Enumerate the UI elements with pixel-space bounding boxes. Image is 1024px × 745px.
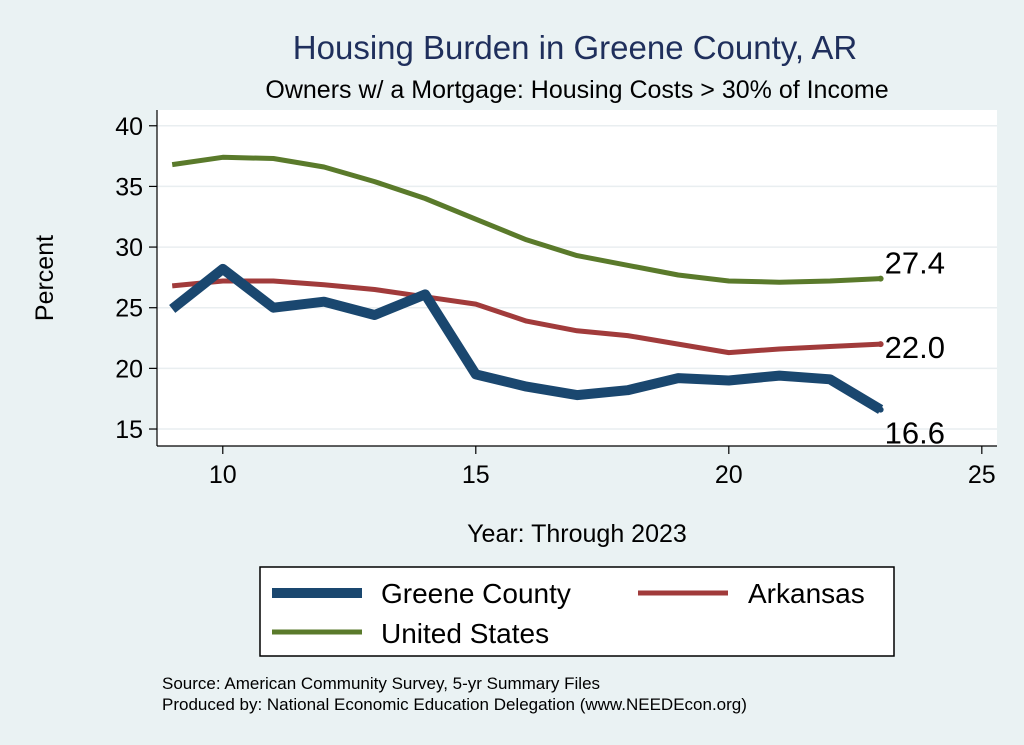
x-tick-label-10: 10	[209, 461, 237, 489]
series-end-point-united-states	[877, 275, 884, 282]
source-line-1: Source: American Community Survey, 5-yr …	[162, 674, 600, 693]
y-tick-label-35: 35	[115, 173, 143, 201]
series-line-greene-county	[169, 263, 884, 414]
y-tick-label-25: 25	[115, 295, 143, 323]
end-labels: 27.4 22.0 16.6	[885, 246, 945, 451]
end-label-arkansas: 22.0	[885, 330, 945, 365]
y-axis-ticks: 15 20 25 30 35 40	[115, 113, 157, 444]
legend-box	[259, 566, 895, 657]
series-end-point-arkansas	[877, 341, 884, 348]
y-tick-label-30: 30	[115, 234, 143, 262]
y-tick-label-20: 20	[115, 355, 143, 383]
series-end-point-greene-county	[877, 406, 884, 413]
y-tick-label-40: 40	[115, 113, 143, 141]
series-layer	[169, 154, 884, 414]
source-line-2: Produced by: National Economic Education…	[162, 695, 747, 714]
y-tick-label-15: 15	[115, 416, 143, 444]
x-axis-title: Year: Through 2023	[467, 520, 687, 548]
legend-label-greene-county: Greene County	[381, 578, 571, 609]
y-axis-title: Percent	[31, 235, 59, 321]
chart-subtitle: Owners w/ a Mortgage: Housing Costs > 30…	[265, 76, 888, 104]
x-tick-label-20: 20	[715, 461, 743, 489]
series-line-arkansas	[171, 278, 881, 356]
end-label-united-states: 27.4	[885, 246, 945, 281]
series-line-united-states	[171, 154, 881, 285]
x-axis-ticks: 10 15 20 25	[209, 446, 996, 489]
x-tick-label-15: 15	[462, 461, 490, 489]
x-tick-label-25: 25	[968, 461, 996, 489]
legend-label-united-states: United States	[381, 618, 549, 649]
end-label-greene-county: 16.6	[885, 416, 945, 451]
legend-label-arkansas: Arkansas	[748, 578, 865, 609]
chart-title: Housing Burden in Greene County, AR	[293, 29, 857, 66]
